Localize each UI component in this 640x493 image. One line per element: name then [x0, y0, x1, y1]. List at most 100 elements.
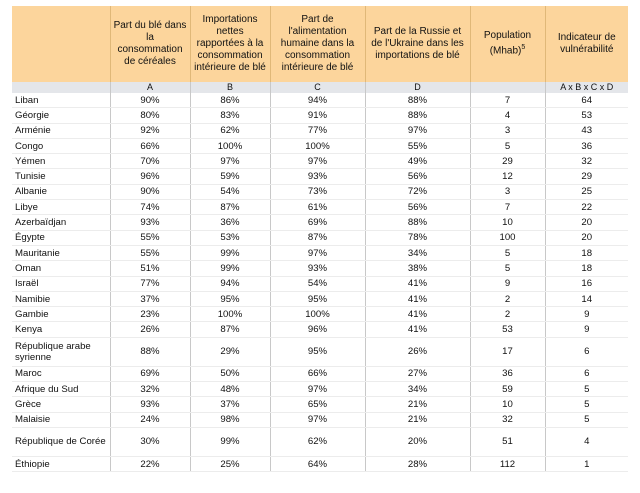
country-cell: Égypte [12, 230, 110, 246]
value-cell: 96% [109, 168, 190, 185]
value-cell: 50% [189, 366, 270, 383]
value-cell: 22% [109, 456, 190, 473]
table-row: République de Corée 30% 99% 62% 20% 51 4 [12, 427, 628, 457]
country-cell: Malaisie [12, 412, 110, 428]
value-cell: 18 [544, 245, 628, 262]
table-head: Part du blé dans la consommation de céré… [12, 6, 628, 82]
value-cell: 6 [544, 337, 628, 367]
value-cell: 98% [189, 412, 270, 428]
value-cell: 22 [544, 199, 628, 216]
value-cell: 3 [469, 184, 545, 201]
value-cell: 54% [269, 276, 365, 292]
value-cell: 53 [469, 321, 545, 338]
value-cell: 93% [109, 396, 190, 413]
value-cell: 77% [109, 276, 190, 292]
value-cell: 97% [189, 153, 270, 170]
table-row: République arabe syrienne 88% 29% 95% 26% 17 6 [12, 337, 628, 367]
value-cell: 30% [109, 427, 190, 457]
value-cell: 38% [364, 260, 470, 277]
country-cell: Maroc [12, 366, 110, 383]
value-cell: 5 [469, 260, 545, 277]
value-cell: 41% [364, 306, 470, 323]
value-cell: 55% [109, 230, 190, 246]
value-cell: 5 [544, 412, 628, 428]
value-cell: 73% [269, 184, 365, 201]
header-cell [12, 6, 110, 82]
value-cell: 34% [364, 381, 470, 398]
column-letter: D [364, 82, 470, 93]
column-letter [469, 82, 545, 93]
value-cell: 88% [364, 93, 470, 109]
value-cell: 29 [544, 168, 628, 185]
value-cell: 90% [109, 184, 190, 201]
value-cell: 9 [544, 321, 628, 338]
value-cell: 7 [469, 199, 545, 216]
table-row: Oman 51% 99% 93% 38% 5 18 [12, 260, 628, 277]
table-row: Namibie 37% 95% 95% 41% 2 14 [12, 291, 628, 308]
value-cell: 94% [269, 93, 365, 109]
value-cell: 99% [189, 427, 270, 457]
value-cell: 3 [469, 123, 545, 139]
value-cell: 97% [269, 245, 365, 262]
table-row: Éthiopie 22% 25% 64% 28% 112 1 [12, 456, 628, 473]
table-row: Israël 77% 94% 54% 41% 9 16 [12, 276, 628, 292]
value-cell: 66% [269, 366, 365, 383]
footnote-mark: 5 [521, 44, 526, 52]
value-cell: 21% [364, 396, 470, 413]
value-cell: 69% [109, 366, 190, 383]
country-cell: Grèce [12, 396, 110, 413]
value-cell: 55% [109, 245, 190, 262]
country-cell: Géorgie [12, 107, 110, 124]
value-cell: 4 [544, 427, 628, 457]
value-cell: 41% [364, 291, 470, 308]
value-cell: 56% [364, 199, 470, 216]
value-cell: 86% [189, 93, 270, 109]
value-cell: 14 [544, 291, 628, 308]
country-cell: Yémen [12, 153, 110, 170]
value-cell: 99% [189, 260, 270, 277]
header-cell: Part de la Russie et de l'Ukraine dans l… [364, 6, 470, 82]
value-cell: 100% [189, 138, 270, 155]
value-cell: 10 [469, 214, 545, 231]
value-cell: 20 [544, 230, 628, 246]
value-cell: 90% [109, 93, 190, 109]
value-cell: 93% [109, 214, 190, 231]
value-cell: 53 [544, 107, 628, 124]
header-cell: Population (Mhab)5 [469, 6, 545, 82]
value-cell: 99% [189, 245, 270, 262]
value-cell: 100% [269, 306, 365, 323]
value-cell: 5 [544, 396, 628, 413]
country-cell: République de Corée [12, 427, 110, 457]
value-cell: 72% [364, 184, 470, 201]
value-cell: 17 [469, 337, 545, 367]
value-cell: 87% [189, 199, 270, 216]
value-cell: 65% [269, 396, 365, 413]
value-cell: 6 [544, 366, 628, 383]
value-cell: 59% [189, 168, 270, 185]
table: Part du blé dans la consommation de céré… [12, 6, 628, 473]
value-cell: 23% [109, 306, 190, 323]
value-cell: 64% [269, 456, 365, 473]
value-cell: 32 [469, 412, 545, 428]
value-cell: 36 [544, 138, 628, 155]
table-container: Part du blé dans la consommation de céré… [12, 6, 628, 473]
table-row: Mauritanie 55% 99% 97% 34% 5 18 [12, 245, 628, 262]
value-cell: 32% [109, 381, 190, 398]
value-cell: 91% [269, 107, 365, 124]
country-cell: Namibie [12, 291, 110, 308]
country-cell: République arabe syrienne [12, 337, 110, 367]
value-cell: 77% [269, 123, 365, 139]
value-cell: 5 [544, 381, 628, 398]
value-cell: 24% [109, 412, 190, 428]
value-cell: 5 [469, 138, 545, 155]
value-cell: 36% [189, 214, 270, 231]
value-cell: 95% [269, 337, 365, 367]
table-row: Grèce 93% 37% 65% 21% 10 5 [12, 396, 628, 413]
country-cell: Tunisie [12, 168, 110, 185]
value-cell: 80% [109, 107, 190, 124]
table-row: Yémen 70% 97% 97% 49% 29 32 [12, 153, 628, 170]
value-cell: 97% [269, 153, 365, 170]
value-cell: 9 [544, 306, 628, 323]
